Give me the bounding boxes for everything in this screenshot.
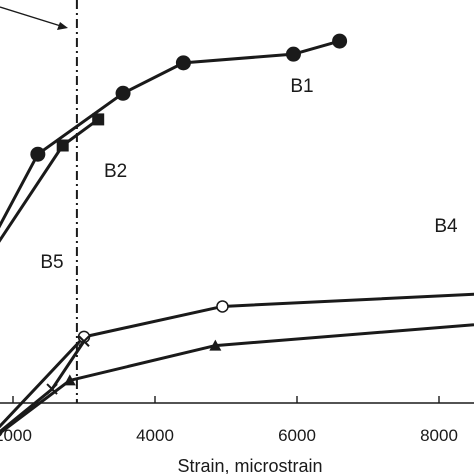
data-point <box>332 33 348 49</box>
data-point <box>209 339 222 351</box>
x-tick-label: 6000 <box>278 426 316 445</box>
series-b4: B4 <box>0 216 474 429</box>
series-line <box>0 323 474 435</box>
x-tick-label: 2000 <box>0 426 32 445</box>
annotations <box>0 6 68 30</box>
data-point <box>92 113 105 126</box>
series-line <box>0 292 474 429</box>
series-b5: B5 <box>0 252 90 434</box>
data-point <box>63 374 76 386</box>
data-point <box>30 146 46 162</box>
series-b2: B2 <box>0 113 127 243</box>
x-axis-title: Strain, microstrain <box>177 456 322 474</box>
annotation-arrow-line <box>0 6 65 28</box>
series-label: B2 <box>104 161 127 182</box>
data-point <box>78 335 90 347</box>
annotation-arrow-head <box>57 22 68 30</box>
series-label: B5 <box>40 252 63 273</box>
data-point <box>115 85 131 101</box>
x-tick-label: 8000 <box>420 426 458 445</box>
x-tick-label: 4000 <box>136 426 174 445</box>
data-point <box>285 46 301 62</box>
data-point <box>175 55 191 71</box>
series-label: B1 <box>290 76 313 97</box>
series-unlabeled <box>0 323 474 435</box>
x-ticks: 2000 4000 6000 8000 <box>0 396 458 445</box>
series-b1: B1 <box>0 33 348 229</box>
series-label: B4 <box>434 216 458 237</box>
data-point <box>216 300 229 313</box>
data-point <box>56 139 69 152</box>
series-layer: B1 B2 B4 B5 <box>0 33 474 435</box>
series-line <box>0 39 341 229</box>
